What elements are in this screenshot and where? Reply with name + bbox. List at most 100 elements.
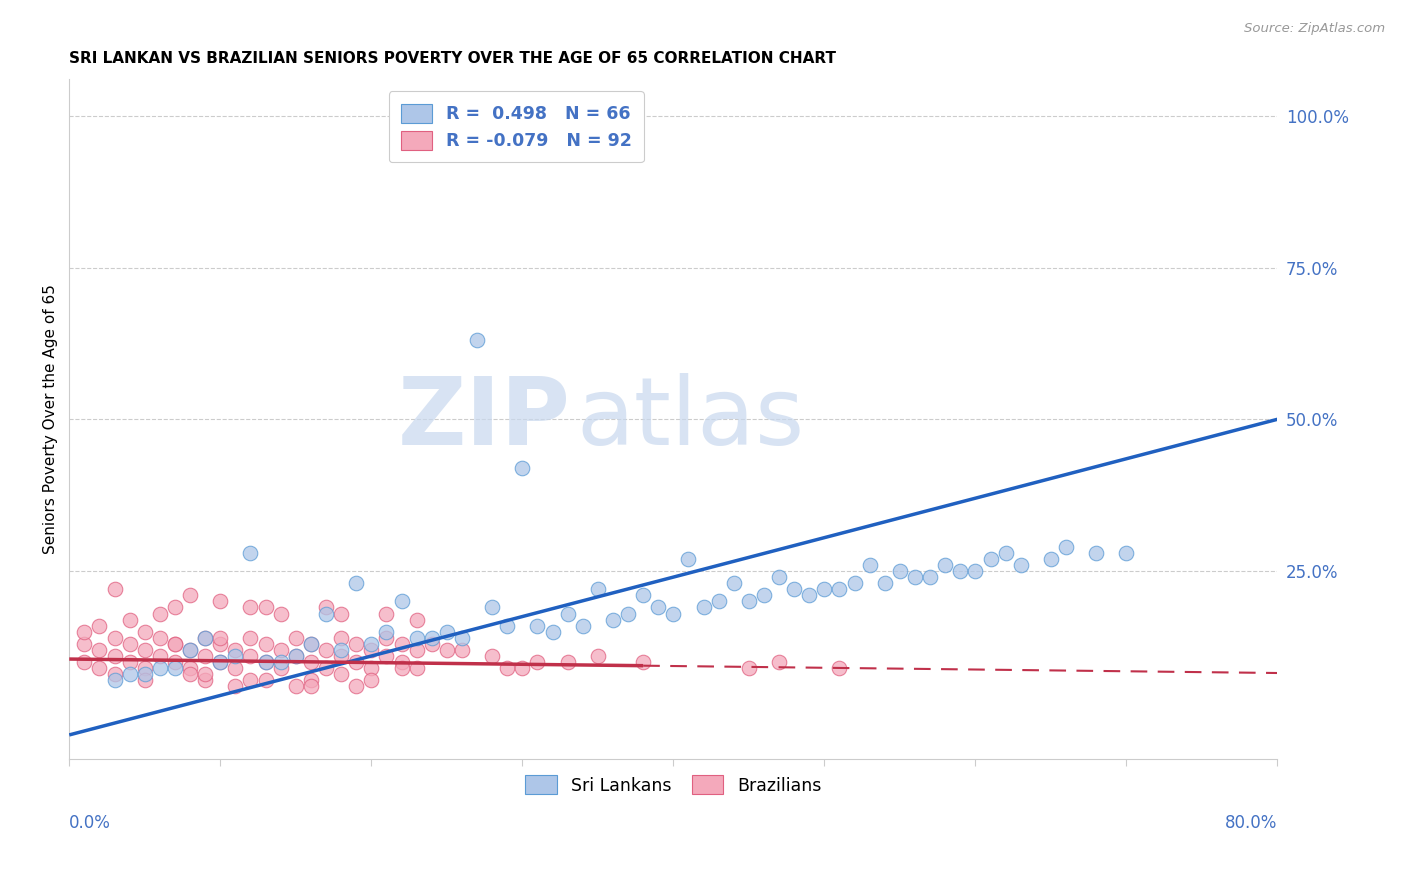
Text: 0.0%: 0.0%: [69, 814, 111, 832]
Point: [194, 631, 217, 645]
Point: [934, 558, 956, 572]
Point: [920, 570, 942, 584]
Point: [375, 648, 398, 663]
Point: [904, 570, 927, 584]
Point: [103, 582, 125, 597]
Point: [662, 607, 685, 621]
Point: [179, 643, 201, 657]
Point: [707, 594, 730, 608]
Point: [375, 607, 398, 621]
Point: [391, 637, 413, 651]
Point: [270, 643, 292, 657]
Point: [134, 667, 156, 681]
Point: [179, 661, 201, 675]
Point: [617, 607, 640, 621]
Point: [526, 618, 548, 632]
Point: [315, 643, 337, 657]
Point: [1010, 558, 1032, 572]
Point: [89, 618, 111, 632]
Point: [299, 655, 322, 669]
Point: [783, 582, 806, 597]
Point: [360, 643, 382, 657]
Point: [209, 594, 232, 608]
Point: [134, 624, 156, 639]
Point: [752, 588, 775, 602]
Point: [284, 679, 307, 693]
Point: [194, 673, 217, 688]
Point: [344, 637, 367, 651]
Point: [586, 648, 609, 663]
Y-axis label: Seniors Poverty Over the Age of 65: Seniors Poverty Over the Age of 65: [44, 285, 58, 554]
Point: [344, 679, 367, 693]
Point: [299, 679, 322, 693]
Point: [813, 582, 835, 597]
Point: [496, 661, 519, 675]
Point: [436, 643, 458, 657]
Point: [163, 661, 186, 675]
Point: [828, 582, 851, 597]
Point: [496, 618, 519, 632]
Point: [179, 643, 201, 657]
Point: [118, 655, 141, 669]
Point: [1296, 109, 1319, 123]
Point: [284, 631, 307, 645]
Point: [149, 607, 172, 621]
Point: [194, 648, 217, 663]
Point: [315, 661, 337, 675]
Point: [163, 655, 186, 669]
Point: [209, 637, 232, 651]
Point: [209, 655, 232, 669]
Point: [330, 667, 353, 681]
Point: [194, 631, 217, 645]
Point: [330, 631, 353, 645]
Text: SRI LANKAN VS BRAZILIAN SENIORS POVERTY OVER THE AGE OF 65 CORRELATION CHART: SRI LANKAN VS BRAZILIAN SENIORS POVERTY …: [69, 51, 837, 66]
Point: [149, 631, 172, 645]
Point: [239, 546, 262, 560]
Point: [557, 655, 579, 669]
Point: [889, 564, 911, 578]
Text: ZIP: ZIP: [398, 373, 571, 466]
Point: [391, 661, 413, 675]
Point: [103, 631, 125, 645]
Point: [163, 637, 186, 651]
Point: [163, 637, 186, 651]
Text: atlas: atlas: [576, 373, 806, 466]
Point: [89, 643, 111, 657]
Point: [284, 648, 307, 663]
Point: [118, 667, 141, 681]
Point: [344, 655, 367, 669]
Point: [526, 655, 548, 669]
Point: [571, 618, 593, 632]
Point: [103, 648, 125, 663]
Point: [557, 607, 579, 621]
Point: [89, 661, 111, 675]
Point: [254, 655, 277, 669]
Point: [405, 661, 427, 675]
Point: [239, 673, 262, 688]
Point: [299, 637, 322, 651]
Point: [828, 661, 851, 675]
Point: [224, 679, 246, 693]
Point: [134, 661, 156, 675]
Point: [631, 655, 654, 669]
Point: [270, 607, 292, 621]
Point: [481, 600, 503, 615]
Point: [134, 673, 156, 688]
Point: [118, 637, 141, 651]
Point: [510, 460, 533, 475]
Point: [873, 576, 896, 591]
Point: [405, 613, 427, 627]
Point: [224, 661, 246, 675]
Point: [420, 631, 443, 645]
Point: [344, 576, 367, 591]
Point: [118, 613, 141, 627]
Point: [73, 624, 96, 639]
Point: [692, 600, 714, 615]
Point: [299, 637, 322, 651]
Point: [465, 334, 488, 348]
Point: [224, 643, 246, 657]
Point: [179, 588, 201, 602]
Point: [994, 546, 1017, 560]
Point: [360, 661, 382, 675]
Point: [254, 655, 277, 669]
